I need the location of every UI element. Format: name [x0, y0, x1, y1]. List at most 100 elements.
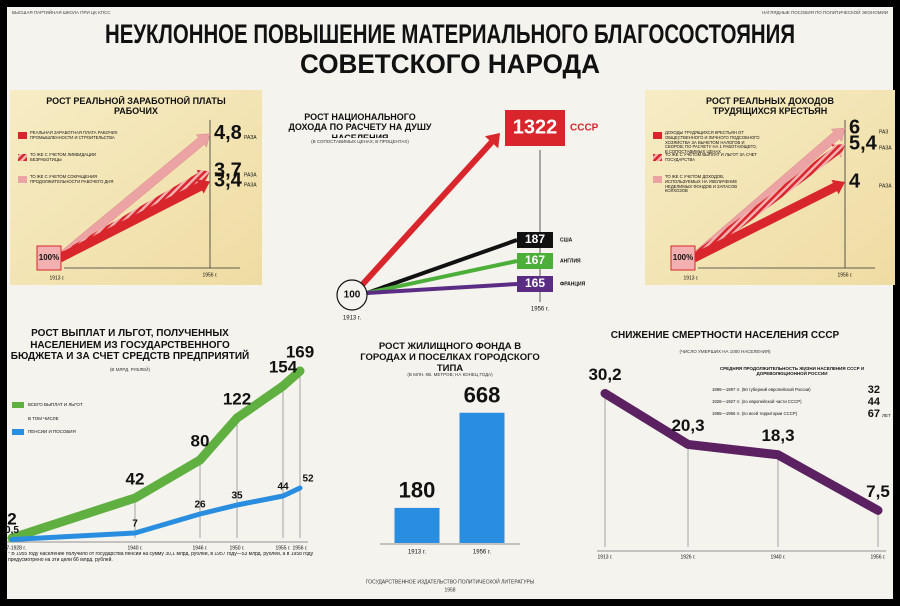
value-label: 35 — [231, 491, 243, 502]
value-box — [505, 110, 565, 146]
chart-title: РОСТ ВЫПЛАТ И ЛЬГОТ, ПОЛУЧЕННЫХ НАСЕЛЕНИ… — [10, 328, 250, 362]
series-name: СССР — [570, 123, 599, 134]
x-label: 1956 г. — [870, 554, 885, 560]
chart-title-box: РОСТ ЖИЛИЩНОГО ФОНДА В ГОРОДАХ И ПОСЕЛКА… — [360, 342, 540, 372]
value-label: 26 — [194, 500, 206, 511]
base-circle — [336, 279, 368, 311]
x-label: 1956 г. — [292, 545, 307, 551]
chart-title: РОСТ РЕАЛЬНОЙ ЗАРАБОТНОЙ ПЛАТЫ РАБОЧИХ — [46, 96, 226, 117]
x-label: 1955 г. — [275, 545, 290, 551]
legend-swatch — [18, 132, 27, 139]
legend-label-box: ДОХОДЫ ТРУДЯЩИХСЯ КРЕСТЬЯН ОТ ОБЩЕСТВЕНН… — [665, 131, 760, 155]
value-label: 80 — [191, 431, 210, 450]
legend-swatch — [653, 132, 662, 139]
legend-label-box: ТО ЖЕ С УЧЕТОМ ДОХОДОВ, ИСПОЛЬЗУЕМЫХ НА … — [665, 175, 738, 194]
legend-label: ТО ЖЕ С УЧЕТОМ ДОХОДОВ, ИСПОЛЬЗУЕМЫХ НА … — [665, 175, 738, 194]
inset-title-box: СРЕДНЯЯ ПРОДОЛЖИТЕЛЬНОСТЬ ЖИЗНИ НАСЕЛЕНИ… — [719, 366, 865, 377]
value-label: 154 — [269, 357, 298, 376]
legend-label-box: ТО ЖЕ С УЧЕТОМ ЛИКВИДАЦИИ БЕЗРАБОТИЦЫ — [30, 153, 97, 162]
x-label: 1927-1928 г. — [0, 545, 26, 551]
bar — [394, 507, 440, 543]
legend-label: РЕАЛЬНАЯ ЗАРАБОТНАЯ ПЛАТА РАБОЧИХ ПРОМЫШ… — [30, 131, 118, 140]
footnote: * В 1955 году население получило от госу… — [8, 552, 314, 563]
value-label: 30,2 — [588, 365, 621, 384]
legend-label: ДОХОДЫ ТРУДЯЩИХСЯ КРЕСТЬЯН ОТ ОБЩЕСТВЕНН… — [665, 131, 760, 155]
inset-row-label: 1926—1927 гг. (по европейской части СССР… — [712, 399, 802, 404]
value-label: 4,8 — [214, 122, 242, 144]
inset-row-value: 44 — [868, 396, 881, 408]
value-label: 122 — [223, 389, 251, 408]
legend-label: ВСЕГО ВЫПЛАТ И ЛЬГОТ — [28, 402, 83, 407]
inset-row-label: 1955—1956 гг. (по всей территории СССР) — [712, 411, 798, 416]
arrow — [359, 133, 500, 287]
value-label: 0,5 — [5, 525, 19, 536]
line — [600, 388, 883, 515]
base-label: 100% — [673, 253, 693, 262]
value-label: 1322 — [513, 116, 558, 138]
inset-unit: ЛЕТ — [882, 413, 891, 418]
inset-title: СРЕДНЯЯ ПРОДОЛЖИТЕЛЬНОСТЬ ЖИЗНИ НАСЕЛЕНИ… — [719, 366, 865, 377]
value-label: 7,5 — [866, 482, 890, 501]
line — [366, 282, 518, 295]
x-label: 1913 г. — [683, 275, 698, 281]
legend-swatch — [12, 402, 24, 408]
base-label: 100% — [39, 253, 59, 262]
value-box — [517, 253, 553, 269]
base-box — [36, 245, 62, 271]
unit-label: РАЗА — [244, 173, 257, 179]
chart-subtitle: (В МЛРД. РУБЛЕЙ) — [110, 365, 151, 372]
chart-title: РОСТ ЖИЛИЩНОГО ФОНДА В ГОРОДАХ И ПОСЕЛКА… — [360, 342, 540, 372]
series-name: США — [560, 237, 573, 243]
value-label: 2 — [7, 509, 16, 528]
value-label: 3,7 — [214, 159, 242, 181]
chart-title: СНИЖЕНИЕ СМЕРТНОСТИ НАСЕЛЕНИЯ СССР — [610, 330, 840, 341]
title: НЕУКЛОННОЕ ПОВЫШЕНИЕ МАТЕРИАЛЬНОГО БЛАГО… — [105, 19, 795, 49]
legend-label: ТО ЖЕ С УЧЕТОМ ЛИКВИДАЦИИ БЕЗРАБОТИЦЫ — [30, 153, 97, 162]
legend-swatch — [18, 176, 27, 183]
x-label: 1956 г. — [473, 550, 491, 556]
value-label: 180 — [399, 478, 436, 503]
value-label: 4 — [849, 170, 861, 192]
value-label: 167 — [525, 253, 545, 267]
series-name: АНГЛИЯ — [560, 258, 581, 264]
x-label: 1956 г. — [202, 272, 217, 278]
header-left: ВЫСШАЯ ПАРТИЙНАЯ ШКОЛА ПРИ ЦК КПСС — [12, 8, 111, 15]
x-label: 1913 г. — [343, 316, 361, 322]
value-box — [517, 232, 553, 248]
arrow — [56, 133, 211, 262]
publisher: ГОСУДАРСТВЕННОЕ ИЗДАТЕЛЬСТВО ПОЛИТИЧЕСКО… — [366, 577, 535, 585]
value-label: 7 — [132, 519, 138, 530]
x-label: 1956 г. — [837, 272, 852, 278]
value-label: 52 — [302, 474, 314, 485]
series-name: ФРАНЦИЯ — [560, 281, 586, 287]
chart-title-box: РОСТ ВЫПЛАТ И ЛЬГОТ, ПОЛУЧЕННЫХ НАСЕЛЕНИ… — [10, 328, 250, 362]
inset-row-value: 67 — [868, 408, 880, 420]
footnote-box: * В 1955 году население получило от госу… — [8, 552, 314, 563]
unit-label: РАЗА — [879, 146, 892, 152]
arrow — [691, 144, 845, 262]
value-label: 187 — [525, 232, 545, 246]
x-label: 1913 г. — [49, 275, 64, 281]
legend-swatch — [653, 176, 662, 183]
legend-label: ТО ЖЕ С УЧЕТОМ СОКРАЩЕНИЯ ПРОДОЛЖИТЕЛЬНО… — [30, 175, 114, 184]
legend-label-box: ТО ЖЕ С УЧЕТОМ ВЫПЛАТ И ЛЬГОТ ЗА СЧЕТ ГО… — [665, 153, 757, 162]
base-box — [670, 245, 696, 271]
value-label: 3,4 — [214, 170, 243, 192]
x-label: 1950 г. — [229, 545, 244, 551]
x-label: 1940 г. — [127, 545, 142, 551]
line — [7, 366, 305, 543]
unit-label: РАЗА — [244, 183, 257, 189]
value-label: 6 — [849, 116, 860, 138]
line — [366, 238, 518, 295]
bar — [459, 412, 505, 543]
value-box — [517, 276, 553, 292]
line — [9, 485, 303, 542]
unit-label: РАЗА — [879, 183, 892, 189]
legend-swatch — [653, 154, 662, 161]
legend-swatch — [12, 429, 24, 435]
unit-label: РАЗА — [244, 135, 257, 141]
line — [366, 259, 518, 295]
legend-label-box: ТО ЖЕ С УЧЕТОМ СОКРАЩЕНИЯ ПРОДОЛЖИТЕЛЬНО… — [30, 175, 114, 184]
x-label: 1946 г. — [192, 545, 207, 551]
